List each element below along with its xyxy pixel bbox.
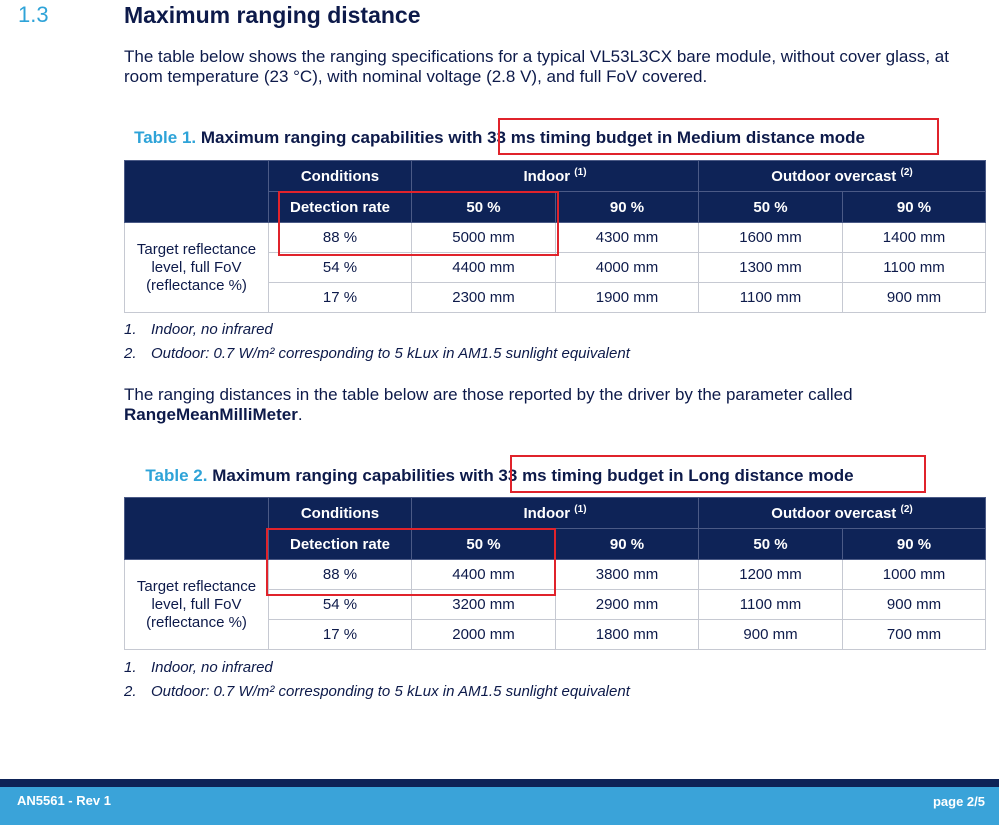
footnote-number: 1.	[124, 659, 137, 676]
table-cell: 1900 mm	[555, 282, 699, 313]
mid-paragraph-end: .	[297, 405, 303, 424]
table1-number: Table 1.	[134, 128, 197, 147]
footnote-item: 2. Outdoor: 0.7 W/m² corresponding to 5 k…	[124, 682, 630, 706]
table2-title-pre: Maximum ranging capabilities	[212, 466, 460, 485]
table2: Conditions Indoor (1) Outdoor overcast (…	[124, 497, 986, 650]
table1-header-outdoor-50: 50 %	[698, 191, 843, 223]
table-cell: 17 %	[268, 619, 412, 650]
table-cell: 17 %	[268, 282, 412, 313]
highlight-box-table1-title	[498, 118, 939, 155]
table-cell: 2000 mm	[411, 619, 556, 650]
table1-header-outdoor: Outdoor overcast (2)	[698, 160, 986, 192]
table2-header-conditions: Conditions	[268, 497, 412, 529]
table1-header-indoor: Indoor (1)	[411, 160, 699, 192]
table-cell: 1000 mm	[842, 559, 986, 590]
table2-header-indoor: Indoor (1)	[411, 497, 699, 529]
table1-corner	[124, 160, 269, 223]
table-cell: 4400 mm	[411, 559, 556, 590]
intro-paragraph: The table below shows the ranging specif…	[124, 47, 949, 86]
table-cell: 1800 mm	[555, 619, 699, 650]
table-cell: 3800 mm	[555, 559, 699, 590]
table1-title-pre: Maximum ranging capabilities	[200, 128, 449, 147]
table-cell: 54 %	[268, 252, 412, 283]
table-row: Target reflectance level, full FoV (refl…	[124, 559, 986, 650]
footnote-item: 2. Outdoor: 0.7 W/m² corresponding to 5 k…	[124, 344, 630, 368]
table1-header-outdoor-90: 90 %	[842, 191, 986, 223]
mid-paragraph: The ranging distances in the table below…	[124, 385, 974, 425]
table2-header-outdoor: Outdoor overcast (2)	[698, 497, 986, 529]
table2-indoor-footnote: (1)	[574, 504, 587, 515]
table-row: 17 % 2000 mm 1800 mm 900 mm 700 mm	[125, 619, 986, 650]
table1-title-post: with 33 ms timing budget in Medium dista…	[448, 128, 865, 147]
table2-header-detection-rate: Detection rate	[268, 528, 412, 560]
footnote-item: 1. Indoor, no infrared	[124, 320, 630, 344]
table-cell: 1100 mm	[698, 589, 843, 620]
footnote-item: 1. Indoor, no infrared	[124, 658, 630, 682]
table-cell: 900 mm	[842, 589, 986, 620]
table-cell: 88 %	[268, 559, 412, 590]
table-cell: 1300 mm	[698, 252, 843, 283]
table1-row-label: Target reflectance level, full FoV (refl…	[124, 222, 269, 313]
table-cell: 4000 mm	[555, 252, 699, 283]
table2-outdoor-footnote: (2)	[900, 504, 913, 515]
footer-band	[0, 779, 999, 787]
section-number: 1.3	[18, 2, 49, 27]
highlight-box-table2-cells	[266, 528, 556, 596]
table1-indoor-footnote: (1)	[574, 167, 587, 178]
parameter-name: RangeMeanMilliMeter	[124, 405, 298, 424]
table2-notes: 1. Indoor, no infrared 2. Outdoor: 0.7 W/m…	[124, 658, 630, 706]
table-cell: 4300 mm	[555, 222, 699, 253]
table2-header-outdoor-50: 50 %	[698, 528, 843, 560]
table-cell: 1200 mm	[698, 559, 843, 590]
table-cell: 2300 mm	[411, 282, 556, 313]
table-cell: 900 mm	[842, 282, 986, 313]
table-cell: 700 mm	[842, 619, 986, 650]
table2-caption: Table 2. Maximum ranging capabilities wi…	[0, 466, 999, 486]
table-cell: 1600 mm	[698, 222, 843, 253]
table2-indoor-label: Indoor	[523, 505, 571, 522]
footnote-text: Indoor, no infrared	[151, 659, 273, 676]
table1-header-detection-rate: Detection rate	[268, 191, 412, 223]
table1-outdoor-label: Outdoor overcast	[771, 168, 897, 185]
mid-paragraph-text: The ranging distances in the table below…	[124, 385, 853, 404]
table1-header-indoor-50: 50 %	[411, 191, 556, 223]
table-cell: 1100 mm	[698, 282, 843, 313]
table1-outdoor-footnote: (2)	[900, 167, 913, 178]
table1-caption: Table 1. Maximum ranging capabilities wi…	[0, 128, 999, 148]
table-cell: 1100 mm	[842, 252, 986, 283]
table2-title-post: with 33 ms timing budget in Long distanc…	[459, 466, 854, 485]
footnote-text: Indoor, no infrared	[151, 321, 273, 338]
table-cell: 5000 mm	[411, 222, 556, 253]
table1-indoor-label: Indoor	[523, 168, 571, 185]
section-title: Maximum ranging distance	[124, 2, 421, 28]
table-row: 54 % 4400 mm 4000 mm 1300 mm 1100 mm	[125, 252, 986, 283]
table-cell: 2900 mm	[555, 589, 699, 620]
table-cell: 900 mm	[698, 619, 843, 650]
table2-header-outdoor-90: 90 %	[842, 528, 986, 560]
page-footer: AN5561 - Rev 1 page 2/5	[0, 787, 999, 825]
table2-row-label: Target reflectance level, full FoV (refl…	[124, 559, 269, 650]
table-cell: 4400 mm	[411, 252, 556, 283]
table2-number: Table 2.	[145, 466, 208, 485]
table1-notes: 1. Indoor, no infrared 2. Outdoor: 0.7 W/m…	[124, 320, 630, 368]
table-cell: 1400 mm	[842, 222, 986, 253]
footnote-number: 2.	[124, 683, 137, 700]
table-row: 17 % 2300 mm 1900 mm 1100 mm 900 mm	[125, 282, 986, 313]
table1-header-conditions: Conditions	[268, 160, 412, 192]
highlight-box-table2-title	[510, 455, 926, 493]
table2-header-indoor-50: 50 %	[411, 528, 556, 560]
highlight-box-table1-cells	[278, 191, 559, 256]
table2-corner	[124, 497, 269, 560]
footnote-text: Outdoor: 0.7 W/m² corresponding to 5 kLu…	[151, 683, 630, 700]
footnote-number: 1.	[124, 321, 137, 338]
table1-header-indoor-90: 90 %	[555, 191, 699, 223]
table2-header-indoor-90: 90 %	[555, 528, 699, 560]
table2-outdoor-label: Outdoor overcast	[771, 505, 897, 522]
footnote-number: 2.	[124, 345, 137, 362]
page-number: page 2/5	[932, 794, 985, 809]
document-reference: AN5561 - Rev 1	[17, 793, 111, 808]
table1: Conditions Indoor (1) Outdoor overcast (…	[124, 160, 986, 313]
footnote-text: Outdoor: 0.7 W/m² corresponding to 5 kLu…	[151, 345, 630, 362]
